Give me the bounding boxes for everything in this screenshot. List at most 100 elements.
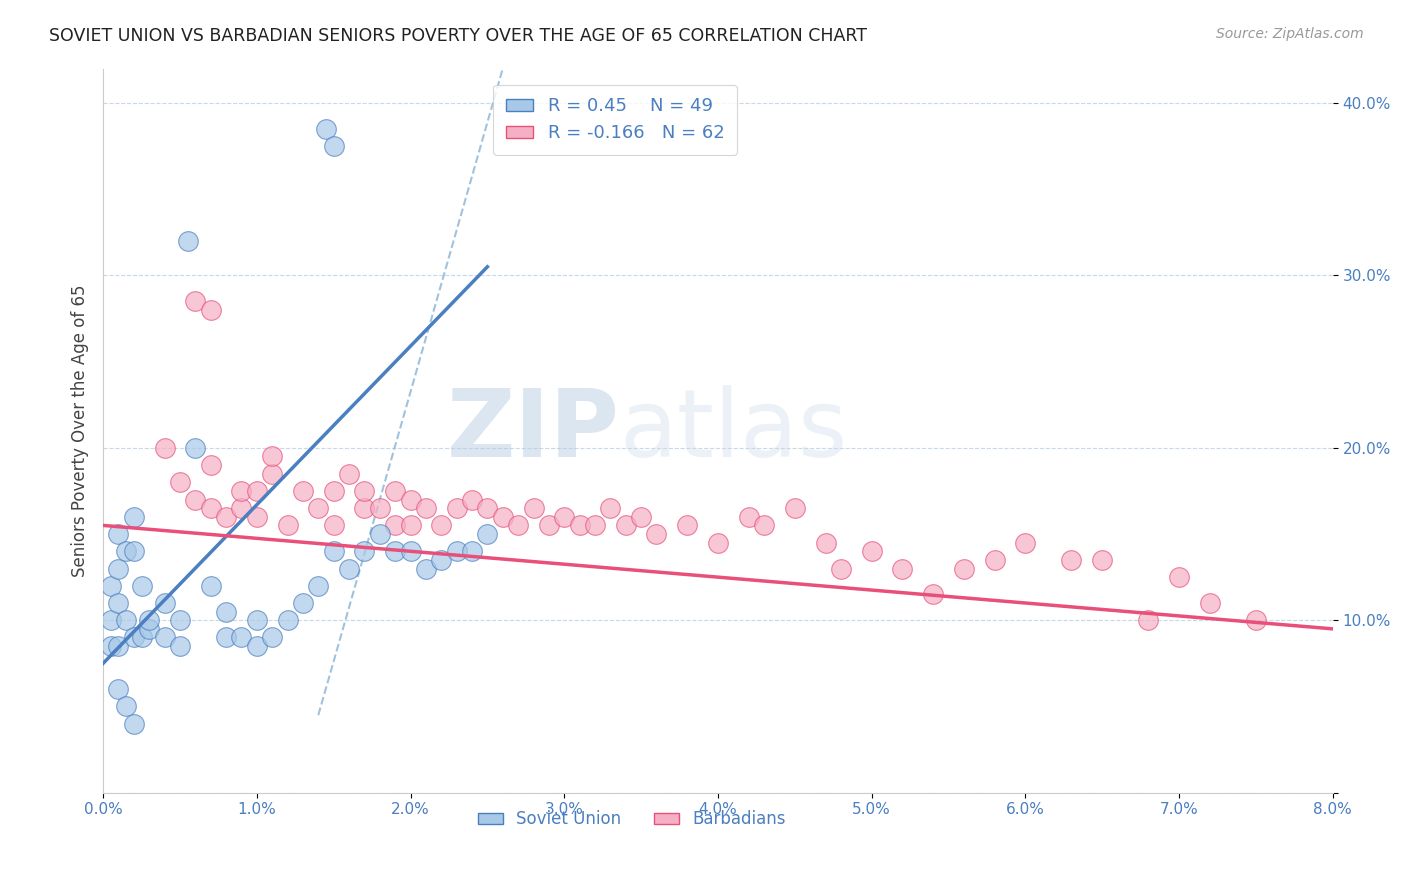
Point: [122, 631, 145, 645]
Point: [107, 561, 129, 575]
Point: [291, 596, 314, 610]
Point: [353, 483, 375, 498]
Text: ZIP: ZIP: [447, 384, 620, 476]
Point: [368, 501, 391, 516]
Point: [752, 518, 775, 533]
Point: [215, 605, 238, 619]
Point: [553, 509, 575, 524]
Point: [630, 509, 652, 524]
Point: [399, 492, 422, 507]
Point: [246, 509, 269, 524]
Point: [1060, 553, 1083, 567]
Point: [122, 544, 145, 558]
Point: [676, 518, 699, 533]
Point: [783, 501, 806, 516]
Point: [830, 561, 852, 575]
Point: [1091, 553, 1114, 567]
Point: [169, 639, 191, 653]
Point: [307, 501, 329, 516]
Point: [461, 544, 484, 558]
Point: [922, 587, 945, 601]
Point: [100, 639, 122, 653]
Point: [814, 535, 837, 549]
Point: [107, 639, 129, 653]
Point: [368, 527, 391, 541]
Point: [184, 492, 207, 507]
Point: [891, 561, 914, 575]
Point: [337, 561, 360, 575]
Point: [262, 467, 284, 481]
Text: atlas: atlas: [620, 384, 848, 476]
Point: [131, 631, 153, 645]
Point: [200, 302, 222, 317]
Point: [353, 544, 375, 558]
Point: [138, 622, 160, 636]
Point: [215, 509, 238, 524]
Point: [169, 475, 191, 490]
Point: [107, 596, 129, 610]
Point: [322, 139, 344, 153]
Point: [122, 716, 145, 731]
Point: [322, 544, 344, 558]
Point: [477, 501, 499, 516]
Point: [100, 579, 122, 593]
Point: [430, 553, 453, 567]
Point: [707, 535, 730, 549]
Point: [953, 561, 976, 575]
Point: [131, 579, 153, 593]
Point: [200, 579, 222, 593]
Point: [1014, 535, 1036, 549]
Y-axis label: Seniors Poverty Over the Age of 65: Seniors Poverty Over the Age of 65: [72, 285, 89, 577]
Point: [492, 509, 515, 524]
Point: [184, 441, 207, 455]
Point: [277, 518, 299, 533]
Point: [1137, 613, 1160, 627]
Point: [322, 483, 344, 498]
Point: [461, 492, 484, 507]
Point: [384, 483, 406, 498]
Text: Source: ZipAtlas.com: Source: ZipAtlas.com: [1216, 27, 1364, 41]
Point: [200, 458, 222, 472]
Point: [384, 544, 406, 558]
Point: [246, 613, 269, 627]
Point: [399, 544, 422, 558]
Point: [291, 483, 314, 498]
Point: [860, 544, 883, 558]
Point: [107, 682, 129, 697]
Point: [215, 631, 238, 645]
Text: SOVIET UNION VS BARBADIAN SENIORS POVERTY OVER THE AGE OF 65 CORRELATION CHART: SOVIET UNION VS BARBADIAN SENIORS POVERT…: [49, 27, 868, 45]
Point: [353, 501, 375, 516]
Point: [337, 467, 360, 481]
Point: [246, 639, 269, 653]
Point: [115, 699, 138, 714]
Point: [1168, 570, 1191, 584]
Point: [246, 483, 269, 498]
Point: [430, 518, 453, 533]
Point: [983, 553, 1005, 567]
Point: [399, 518, 422, 533]
Point: [115, 613, 138, 627]
Point: [307, 579, 329, 593]
Point: [415, 561, 437, 575]
Point: [446, 544, 468, 558]
Point: [645, 527, 668, 541]
Point: [315, 121, 337, 136]
Point: [583, 518, 606, 533]
Point: [184, 294, 207, 309]
Legend: Soviet Union, Barbadians: Soviet Union, Barbadians: [471, 804, 793, 835]
Point: [231, 483, 253, 498]
Point: [200, 501, 222, 516]
Point: [537, 518, 560, 533]
Point: [231, 631, 253, 645]
Point: [568, 518, 591, 533]
Point: [522, 501, 544, 516]
Point: [153, 441, 176, 455]
Point: [122, 509, 145, 524]
Point: [231, 501, 253, 516]
Point: [115, 544, 138, 558]
Point: [169, 613, 191, 627]
Point: [384, 518, 406, 533]
Point: [1198, 596, 1220, 610]
Point: [477, 527, 499, 541]
Point: [277, 613, 299, 627]
